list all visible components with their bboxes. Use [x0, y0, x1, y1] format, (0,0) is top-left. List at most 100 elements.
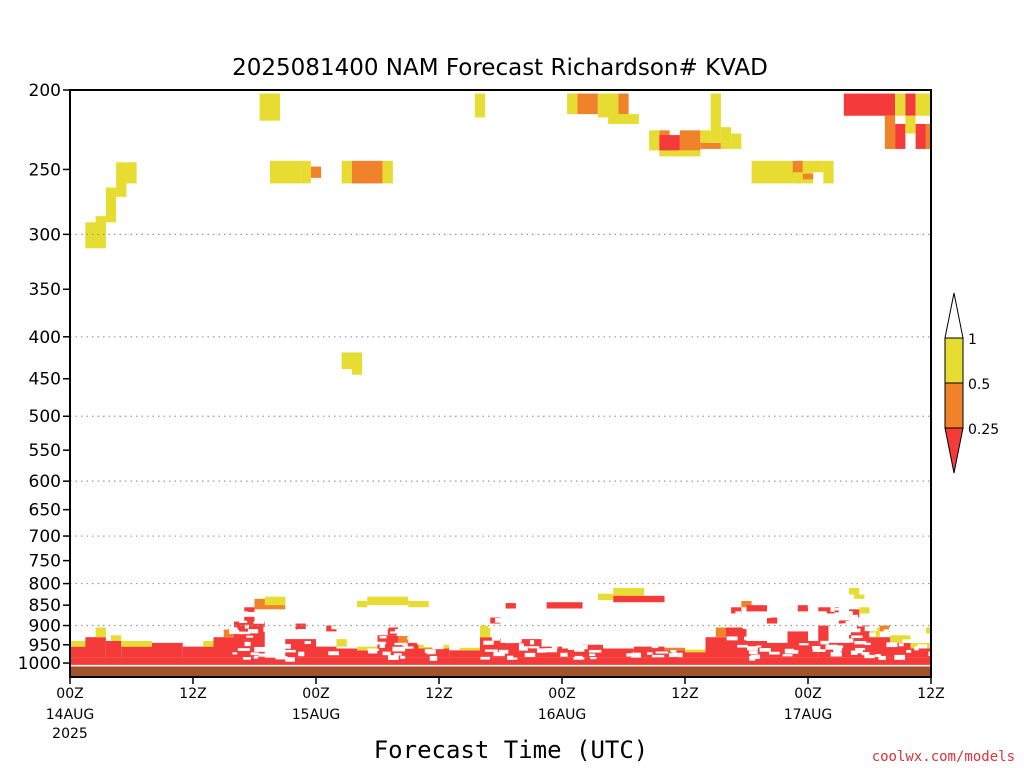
speckle-gap: [672, 643, 685, 647]
richardson-cell: [818, 607, 839, 614]
speckle-gap: [392, 646, 406, 652]
y-tick-label: 300: [29, 225, 61, 245]
speckle-gap: [702, 611, 715, 614]
richardson-cell: [731, 607, 742, 614]
speckle-gap: [631, 609, 643, 614]
speckle-gap: [883, 629, 889, 633]
speckle-gap: [850, 650, 858, 655]
speckle-gap: [902, 639, 915, 644]
y-tick-label: 950: [29, 636, 61, 656]
richardson-cell: [797, 605, 808, 612]
speckle-gap: [551, 623, 564, 628]
richardson-cell: [336, 639, 347, 647]
richardson-cell: [398, 635, 409, 643]
speckle-gap: [678, 615, 684, 620]
speckle-gap: [835, 630, 843, 633]
speckle-gap: [384, 624, 389, 629]
richardson-cell: [869, 637, 890, 658]
speckle-gap: [651, 639, 661, 643]
richardson-cell: [854, 594, 865, 599]
speckle-gap: [627, 619, 635, 623]
speckle-gap: [777, 605, 787, 611]
speckle-gap: [253, 621, 265, 624]
speckle-gap: [393, 653, 402, 656]
speckle-gap: [851, 635, 863, 639]
speckle-gap: [400, 655, 406, 659]
speckle-gap: [376, 641, 387, 645]
richardson-cell: [203, 641, 214, 647]
speckle-gap: [328, 651, 339, 656]
speckle-gap: [239, 620, 248, 624]
speckle-gap: [670, 650, 677, 653]
speckle-gap: [487, 624, 493, 629]
speckle-gap: [549, 635, 558, 640]
speckle-gap: [815, 611, 827, 616]
richardson-cell: [905, 115, 916, 134]
speckle-gap: [651, 634, 662, 637]
speckle-gap: [820, 640, 829, 645]
speckle-gap: [516, 638, 522, 643]
richardson-cell: [802, 173, 814, 180]
speckle-gap: [643, 621, 654, 624]
speckle-gap: [275, 651, 285, 656]
speckle-gap: [280, 631, 293, 636]
speckle-gap: [671, 607, 678, 612]
speckle-gap: [232, 652, 238, 655]
speckle-gap: [499, 649, 509, 654]
speckle-gap: [768, 606, 776, 611]
richardson-cell: [223, 629, 234, 638]
speckle-gap: [861, 652, 870, 656]
x-tick-label: 12Z: [425, 686, 452, 702]
speckle-gap: [491, 636, 503, 639]
richardson-cell: [351, 160, 383, 184]
speckle-gap: [518, 646, 528, 651]
richardson-cell: [567, 93, 578, 115]
speckle-gap: [807, 605, 817, 609]
richardson-cell: [720, 127, 732, 149]
richardson-cell: [741, 600, 752, 608]
richardson-cell: [264, 596, 286, 606]
speckle-gap: [518, 643, 524, 647]
speckle-gap: [589, 653, 596, 657]
colorbar-legend: 0.25 0.5 1: [944, 292, 999, 474]
speckle-gap: [785, 611, 794, 616]
speckle-gap: [279, 637, 285, 640]
speckle-gap: [254, 646, 266, 652]
richardson-cell: [382, 160, 393, 184]
speckle-gap: [286, 610, 294, 614]
richardson-cell: [608, 114, 639, 124]
speckle-gap: [672, 652, 679, 657]
speckle-gap: [250, 652, 259, 656]
speckle-gap: [574, 655, 583, 660]
speckle-gap: [908, 627, 916, 631]
richardson-cell: [802, 160, 824, 173]
speckle-gap: [633, 613, 639, 617]
speckle-gap: [846, 630, 851, 635]
y-tick-label: 700: [29, 527, 61, 547]
speckle-gap: [630, 654, 639, 657]
x-tick-date: 15AUG: [292, 707, 341, 723]
colorbar-low-triangle: [944, 427, 964, 474]
ground: [70, 664, 931, 677]
speckle-gap: [726, 636, 738, 641]
richardson-cell: [121, 646, 152, 658]
richardson-cell: [357, 646, 388, 651]
speckle-gap: [869, 632, 876, 637]
speckle-gap: [298, 617, 309, 620]
speckle-gap: [661, 616, 673, 620]
speckle-gap: [855, 647, 866, 651]
chart-title: 2025081400 NAM Forecast Richardson# KVAD: [232, 55, 768, 81]
speckle-gap: [785, 605, 791, 611]
richardson-cell: [300, 160, 311, 184]
speckle-gap: [796, 615, 808, 621]
speckle-gap: [917, 644, 928, 649]
y-tick-label: 250: [29, 160, 61, 180]
speckle-gap: [735, 611, 742, 614]
x-tick-date: 14AUG: [46, 707, 95, 723]
richardson-cell: [152, 642, 183, 658]
speckle-gap: [551, 633, 564, 637]
speckle-gap: [812, 649, 826, 652]
richardson-cell: [259, 93, 281, 121]
colorbar-bin: [944, 337, 964, 384]
speckle-gap: [317, 618, 325, 622]
